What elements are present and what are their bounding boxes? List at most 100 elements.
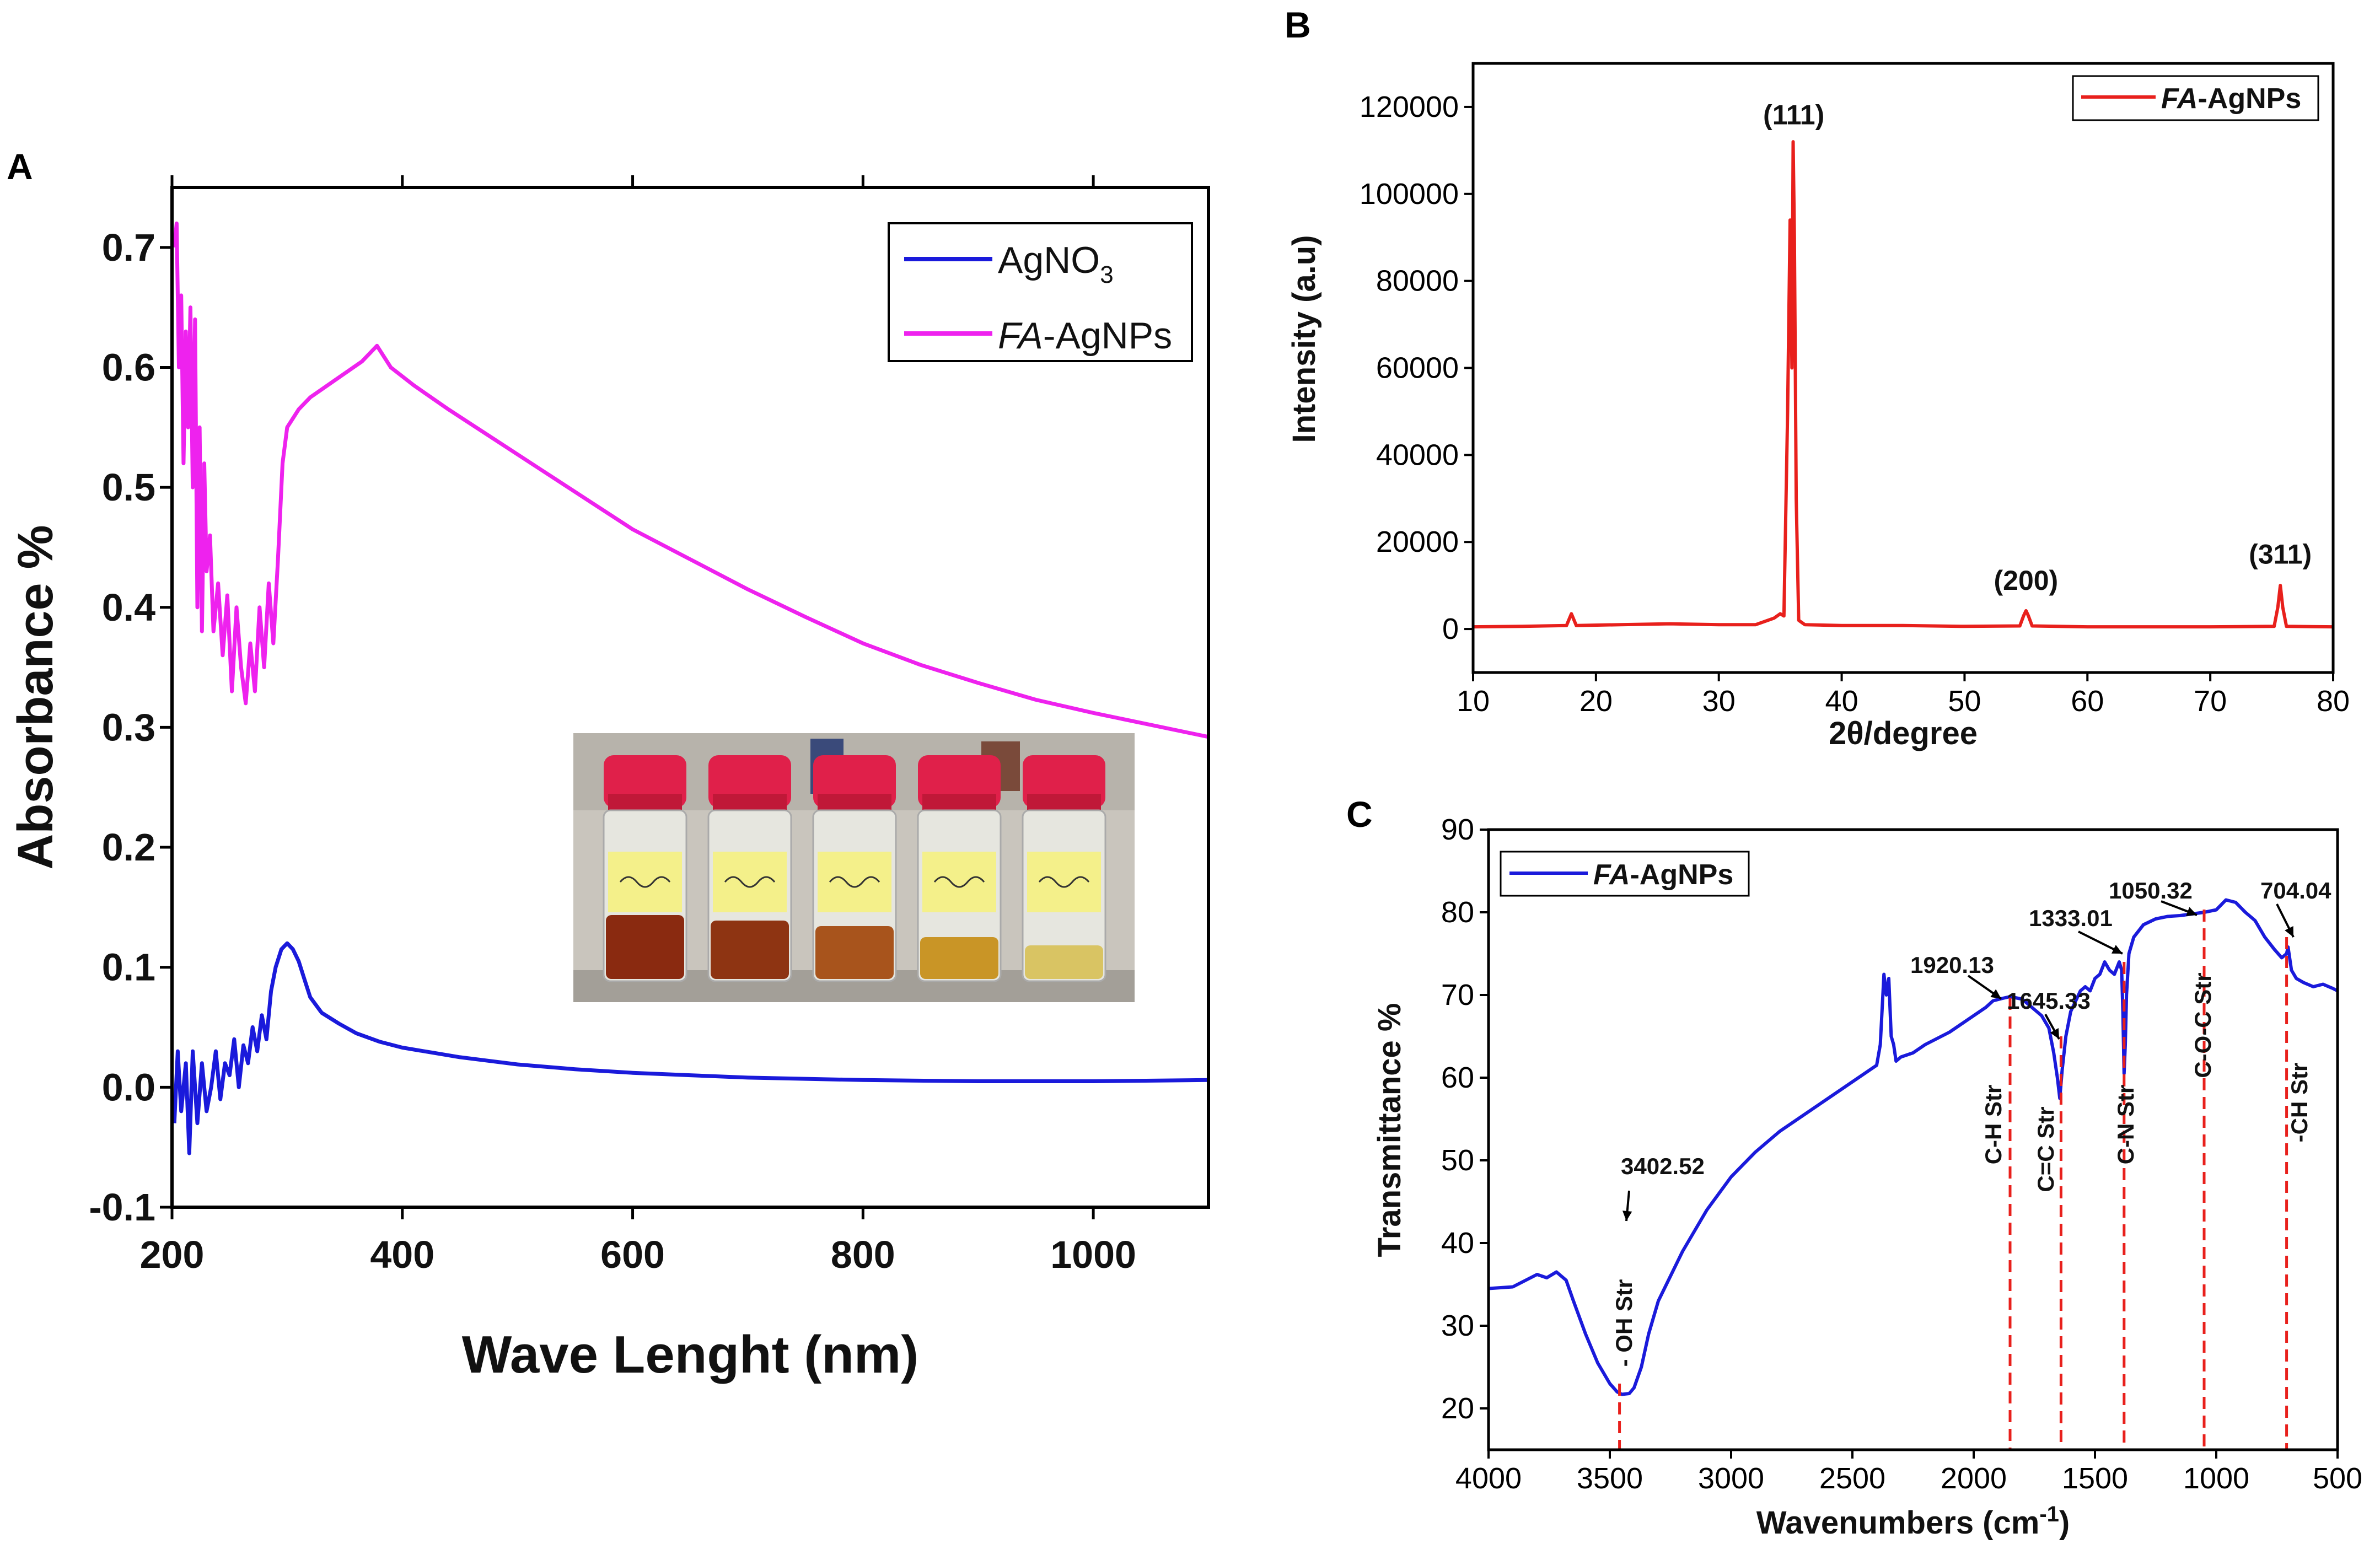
- y-tick-label: 30: [1441, 1309, 1474, 1342]
- x-tick-label: 1500: [2062, 1462, 2128, 1495]
- peak-label: (200): [1994, 565, 2058, 596]
- vial-cap-ring: [818, 794, 891, 810]
- x-tick-label: 1000: [2183, 1462, 2249, 1495]
- panel-a-frame: [170, 186, 1210, 1209]
- y-tick-label: 40000: [1376, 438, 1459, 471]
- y-tick-label: 20: [1441, 1392, 1474, 1425]
- y-tick-label: 0.4: [102, 586, 155, 629]
- y-tick-label: 70: [1441, 978, 1474, 1012]
- panel-a-xlabel: Wave Lenght (nm): [462, 1325, 918, 1384]
- y-tick-label: 0.2: [102, 826, 155, 869]
- vial-cap-ring: [922, 794, 996, 810]
- x-tick-label: 200: [140, 1233, 205, 1276]
- x-tick-label: 70: [2194, 685, 2227, 718]
- y-tick-label: 120000: [1360, 90, 1459, 123]
- x-tick-label: 40: [1825, 685, 1858, 718]
- peak-arrowhead: [2112, 945, 2123, 954]
- y-tick-label: 0.0: [102, 1066, 155, 1109]
- y-tick-label: 60: [1441, 1061, 1474, 1094]
- x-tick-label: 80: [2317, 685, 2350, 718]
- x-tick-label: 10: [1457, 685, 1490, 718]
- peak-arrowhead: [1622, 1211, 1632, 1221]
- series-line-fa-agnps: [1488, 898, 2339, 1396]
- panel-a-ylabel: Absorbance %: [8, 525, 63, 869]
- peak-assignment-label: C-H Str: [1980, 1085, 2006, 1165]
- peak-arrowhead: [2285, 926, 2293, 937]
- peak-value-label: 1333.01: [2029, 905, 2113, 931]
- vial-handwriting: [724, 876, 776, 888]
- x-tick-label: 2000: [1941, 1462, 2007, 1495]
- vial-label-paper: [818, 852, 891, 912]
- peak-value-label: 3402.52: [1621, 1153, 1705, 1179]
- legend-a-fa-agnps-label: FA-AgNPs: [998, 315, 1172, 357]
- y-tick-label: 80000: [1376, 265, 1459, 298]
- x-tick-label: 60: [2071, 685, 2104, 718]
- y-tick-label: 40: [1441, 1227, 1474, 1260]
- panel-c-ylabel: Transmittance %: [1372, 1003, 1407, 1257]
- vial-cap-ring: [713, 794, 787, 810]
- vial-label-paper: [713, 852, 787, 912]
- x-tick-label: 500: [2313, 1462, 2362, 1495]
- peak-assignment-label: C-O-C Str: [2190, 972, 2216, 1078]
- x-tick-label: 20: [1579, 685, 1613, 718]
- x-tick-label: 3000: [1698, 1462, 1764, 1495]
- y-tick-label: 50: [1441, 1144, 1474, 1177]
- peak-label: (311): [2249, 539, 2312, 570]
- panel-label-b: B: [1285, 4, 1311, 45]
- y-tick-label: 0: [1442, 612, 1459, 645]
- peak-value-label: 1050.32: [2109, 878, 2193, 903]
- series-line-fa-agnps: [1473, 140, 2334, 629]
- peak-value-label: 1920.13: [1910, 952, 1994, 978]
- panel-c-xlabel: Wavenumbers (cm-1): [1756, 1502, 2070, 1541]
- vial-liquid: [606, 915, 684, 979]
- vial-handwriting: [829, 876, 880, 888]
- panel-a-plot-area: 200 400 600 800 1000 -0.1 0.0 0.1 0.2 0.3 0.4 0.5 0.…: [89, 175, 1209, 1276]
- y-tick-label: 60000: [1376, 352, 1459, 385]
- panel-c-plot-area: 4000 3500 3000 2500 2000 1500 1000 500 20 30 40 50 6…: [1441, 813, 2362, 1495]
- panel-c-frame: [1487, 828, 2339, 1451]
- x-tick-label: 400: [370, 1233, 434, 1276]
- vial-cap-ring: [608, 794, 682, 810]
- peak-assignment-label: C-N Str: [2113, 1085, 2139, 1165]
- vial-cap-ring: [1027, 794, 1101, 810]
- vials-photo-inset: [573, 733, 1135, 1002]
- peak-assignment-label: C=C Str: [2033, 1106, 2059, 1192]
- x-tick-label: 30: [1702, 685, 1736, 718]
- legend-a-agno3-label: AgNO3: [998, 239, 1114, 288]
- peak-value-label: 1645.33: [2007, 988, 2091, 1014]
- y-tick-label: 0.1: [102, 946, 155, 989]
- legend-c-fa-agnps-label: FA-AgNPs: [1593, 859, 1733, 891]
- y-tick-label: 90: [1441, 813, 1474, 846]
- panel-b-xlabel: 2θ/degree: [1829, 716, 1978, 751]
- peak-value-label: 704.04: [2260, 878, 2331, 903]
- panel-a-legend: AgNO3 FA-AgNPs: [888, 222, 1193, 362]
- series-line-fa-agnps: [172, 221, 1209, 739]
- y-tick-label: 100000: [1360, 177, 1459, 211]
- panel-b-ylabel: Intensity (a.u): [1286, 235, 1322, 443]
- x-tick-label: 3500: [1577, 1462, 1643, 1495]
- peak-assignment-label: - OH Str: [1611, 1279, 1637, 1367]
- panel-b-frame: [1471, 62, 2335, 674]
- vial-liquid: [711, 921, 789, 979]
- peak-arrowhead: [2186, 907, 2197, 916]
- x-tick-label: 2500: [1819, 1462, 1885, 1495]
- y-tick-label: 0.6: [102, 346, 155, 389]
- x-tick-label: 4000: [1455, 1462, 1522, 1495]
- peak-assignment-label: -CH Str: [2286, 1063, 2312, 1143]
- y-tick-label: 0.3: [102, 706, 155, 749]
- y-tick-label: 20000: [1376, 525, 1459, 558]
- x-tick-label: 800: [831, 1233, 895, 1276]
- x-tick-label: 600: [600, 1233, 665, 1276]
- vial-label-paper: [922, 852, 996, 912]
- vial-label-paper: [1027, 852, 1101, 912]
- panel-c-legend: FA-AgNPs: [1500, 851, 1750, 897]
- peak-arrowhead: [1990, 989, 2001, 999]
- panel-a-uvvis-chart: 200 400 600 800 1000 -0.1 0.0 0.1 0.2 0.3 0.4 0.5 0.…: [8, 175, 1210, 1384]
- peak-label: (111): [1763, 100, 1824, 131]
- panel-b-plot-area: 10 20 30 40 50 60 70 80 0 20000 40000 60000 80000 100…: [1360, 90, 2350, 718]
- panel-c-ftir-chart: 4000 3500 3000 2500 2000 1500 1000 500 20 30 40 50 6…: [1372, 813, 2362, 1541]
- vial-liquid: [1025, 945, 1103, 979]
- y-tick-label: -0.1: [89, 1186, 155, 1229]
- panel-label-c: C: [1346, 794, 1373, 835]
